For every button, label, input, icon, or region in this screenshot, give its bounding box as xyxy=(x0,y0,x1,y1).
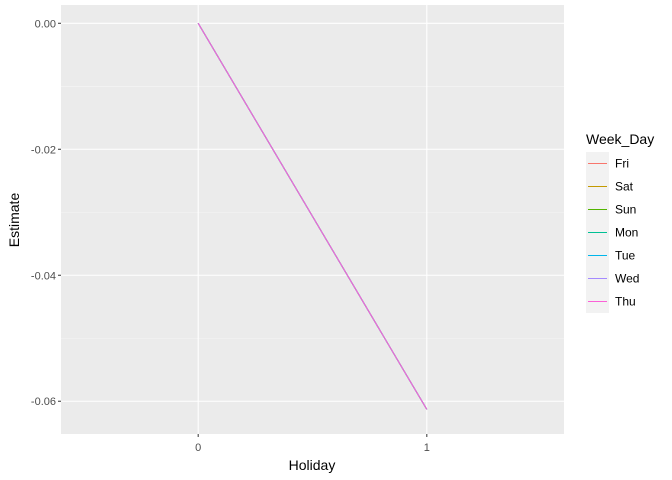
panel-background xyxy=(61,5,564,434)
y-tick-label: -0.06 xyxy=(31,396,56,408)
series-line-thu xyxy=(197,23,428,410)
legend-label: Tue xyxy=(615,249,636,263)
minor-gridlines xyxy=(61,85,564,339)
y-axis-ticks: 0.00 -0.02 -0.04 -0.06 xyxy=(31,18,61,408)
x-tick-label: 0 xyxy=(195,442,201,454)
series-lines xyxy=(197,23,428,410)
legend-label: Wed xyxy=(615,272,639,286)
legend-item-thu: Thu xyxy=(586,290,636,313)
legend-item-mon: Mon xyxy=(586,221,638,244)
legend-label: Sun xyxy=(615,203,636,217)
legend-label: Sat xyxy=(615,180,634,194)
legend-item-sat: Sat xyxy=(586,175,634,198)
legend-item-sun: Sun xyxy=(586,198,636,221)
y-tick-label: -0.02 xyxy=(31,144,56,156)
legend: Week_Day Fri Sat Sun Mon Tue Wed Thu xyxy=(586,131,654,313)
y-tick-label: -0.04 xyxy=(31,270,56,282)
x-tick-label: 1 xyxy=(424,442,430,454)
legend-label: Thu xyxy=(615,295,636,309)
legend-entries: Fri Sat Sun Mon Tue Wed Thu xyxy=(586,152,639,313)
legend-title: Week_Day xyxy=(586,131,654,147)
major-gridlines xyxy=(61,5,564,434)
y-tick-label: 0.00 xyxy=(35,18,56,30)
legend-label: Mon xyxy=(615,226,638,240)
legend-item-fri: Fri xyxy=(586,152,629,175)
x-axis-title: Holiday xyxy=(289,457,336,473)
legend-item-tue: Tue xyxy=(586,244,636,267)
legend-item-wed: Wed xyxy=(586,267,639,290)
y-axis-title: Estimate xyxy=(6,193,22,248)
legend-label: Fri xyxy=(615,157,629,171)
